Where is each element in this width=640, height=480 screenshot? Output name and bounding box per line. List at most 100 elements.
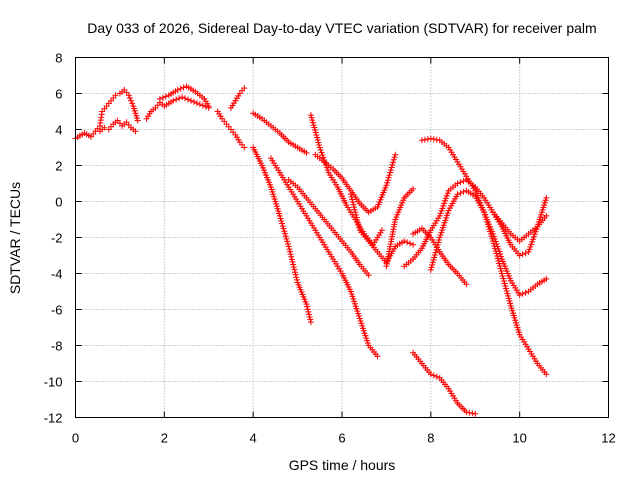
data-point (293, 274, 300, 281)
y-tick-label: -8 (51, 339, 63, 354)
data-point (276, 212, 283, 219)
data-point (543, 194, 550, 201)
data-point (182, 95, 189, 102)
data-point (174, 86, 181, 93)
data-point (126, 95, 133, 101)
plot-frame (75, 57, 609, 418)
data-point (454, 180, 461, 187)
data-point (389, 161, 396, 168)
data-point (177, 85, 184, 92)
data-point (129, 100, 136, 107)
data-point (280, 225, 287, 232)
data-point (532, 228, 539, 235)
y-axis-label: SDTVAR / TECUs (7, 182, 23, 294)
x-tick-label: 10 (512, 431, 526, 446)
data-point (305, 308, 312, 315)
data-point (430, 372, 437, 379)
data-point (319, 152, 326, 159)
data-point (490, 230, 497, 237)
data-point (162, 93, 169, 100)
x-tick-label: 2 (161, 431, 168, 446)
data-point (527, 243, 534, 250)
data-point (401, 238, 408, 245)
data-point (365, 272, 372, 279)
data-point (526, 246, 533, 253)
data-point (519, 290, 526, 297)
y-tick-label: 4 (55, 123, 62, 138)
data-point (378, 227, 385, 234)
y-tick-label: 2 (55, 159, 62, 174)
data-point (460, 188, 467, 195)
data-point (496, 248, 503, 255)
data-point (387, 169, 394, 176)
data-point (179, 94, 186, 101)
data-point (516, 252, 523, 259)
data-point (384, 179, 391, 186)
y-tick-label: 0 (55, 195, 62, 210)
data-point (304, 303, 311, 310)
data-point (457, 190, 464, 197)
data-point (383, 182, 390, 189)
data-point (491, 235, 498, 242)
data-point (323, 164, 330, 171)
data-point (374, 353, 381, 360)
data-point (442, 197, 449, 204)
data-point (390, 159, 397, 166)
data-point (457, 179, 464, 186)
data-point (430, 136, 437, 143)
data-point (307, 316, 314, 323)
series-trace-8 (250, 144, 314, 326)
data-point (353, 214, 360, 221)
data-point (128, 97, 135, 104)
data-point (516, 292, 523, 299)
data-point (497, 251, 504, 258)
data-point (348, 193, 355, 200)
x-tick-label: 8 (427, 431, 434, 446)
data-point (528, 241, 535, 248)
chart-title: Day 033 of 2026, Sidereal Day-to-day VTE… (87, 20, 596, 36)
data-point (388, 164, 395, 171)
data-point (356, 224, 363, 231)
data-point (303, 149, 310, 156)
x-tick-label: 4 (250, 431, 257, 446)
data-point (287, 251, 294, 258)
data-point (469, 410, 476, 417)
data-point (205, 103, 212, 110)
data-point (286, 248, 293, 255)
y-tick-label: -4 (51, 267, 63, 282)
data-point (460, 178, 467, 185)
data-point (176, 95, 183, 102)
data-point (386, 172, 393, 179)
data-point (492, 238, 499, 245)
data-point (442, 195, 449, 202)
data-point (323, 162, 330, 169)
data-point (112, 92, 119, 99)
data-point (443, 192, 450, 199)
data-point (306, 313, 313, 320)
data-point (279, 223, 286, 230)
data-point (282, 233, 289, 240)
data-point (410, 241, 417, 248)
data-point (101, 124, 108, 131)
data-point (490, 233, 497, 240)
data-point (170, 97, 177, 104)
data-point (418, 137, 425, 144)
data-point (283, 235, 290, 242)
data-point (286, 246, 293, 253)
data-marks (72, 83, 550, 417)
data-point (321, 157, 328, 164)
series-trace-15 (410, 225, 470, 288)
series-trace-1 (72, 86, 141, 142)
data-point (304, 306, 311, 313)
series-trace-20 (490, 194, 550, 259)
tick-layer: 0 2 4 6 8 10 12 8 6 4 2 0 -2 -4 -6 -8 -10 -12 (44, 51, 616, 446)
x-tick-label: 12 (601, 431, 615, 446)
data-point (125, 92, 132, 99)
data-point (531, 231, 538, 238)
data-point (185, 96, 192, 103)
data-point (444, 190, 451, 197)
data-point (495, 246, 502, 253)
data-point (438, 207, 445, 214)
series-trace-9 (267, 155, 381, 360)
